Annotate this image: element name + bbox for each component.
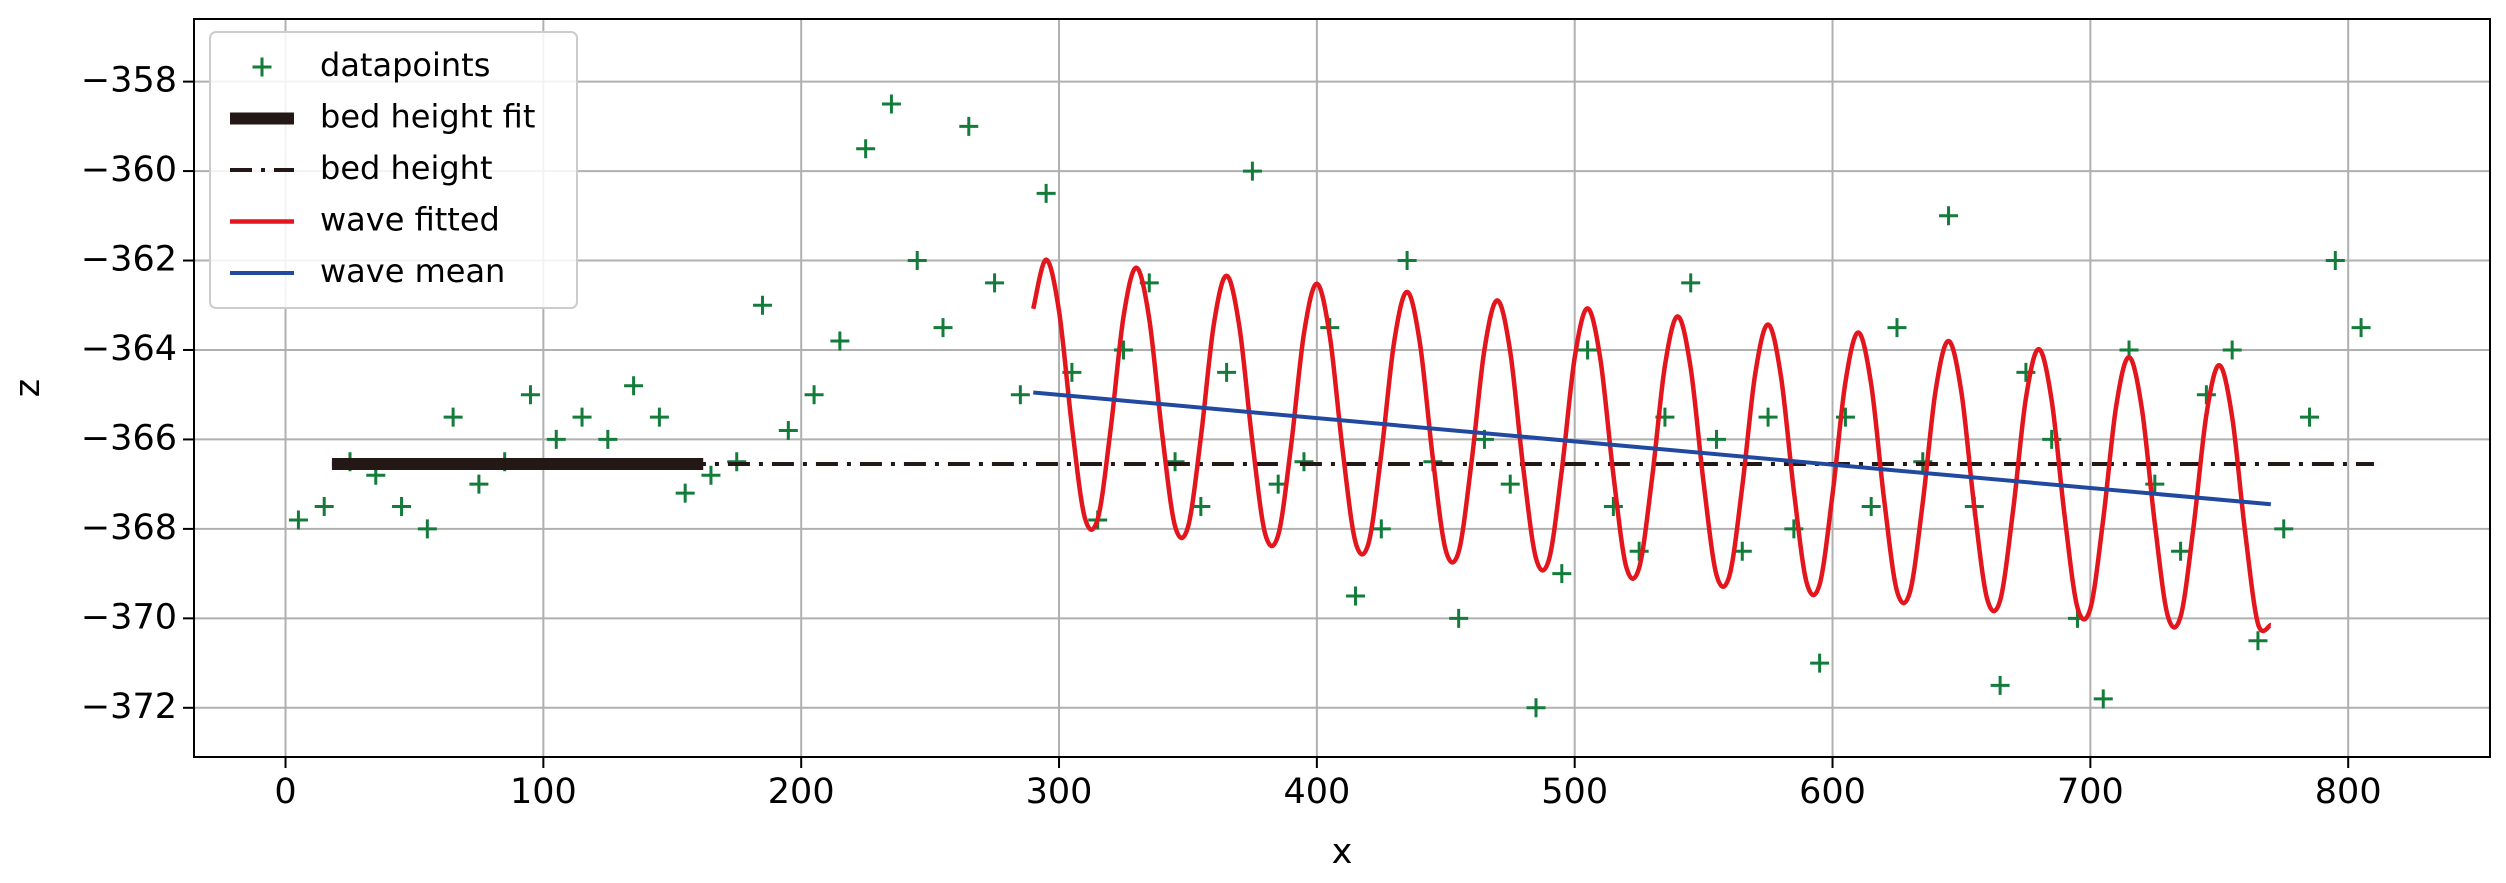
datapoint — [2093, 689, 2113, 709]
y-tick-label: −366 — [81, 418, 177, 458]
datapoint — [1939, 206, 1959, 226]
axes-frame — [193, 18, 2491, 758]
x-tick-label: 400 — [1283, 772, 1350, 812]
y-tick-label: −362 — [81, 240, 177, 280]
datapoint — [1707, 429, 1726, 449]
ticks: 0 100 200 300 400 500 600 700 800 −358 −360 −362 −36… — [81, 61, 2382, 812]
datapoint — [985, 273, 1005, 293]
datapoint — [959, 116, 979, 136]
datapoint — [2325, 251, 2345, 271]
y-tick-label: −364 — [81, 329, 177, 369]
datapoint — [520, 385, 540, 405]
datapoint — [1010, 385, 1030, 405]
legend-label: datapoints — [320, 46, 490, 84]
datapoint — [1526, 698, 1546, 718]
y-tick-label: −370 — [81, 597, 177, 637]
datapoint — [701, 465, 721, 485]
x-tick-label: 600 — [1799, 772, 1866, 812]
datapoint — [1036, 183, 1056, 203]
datapoint — [2300, 407, 2320, 427]
x-tick-label: 700 — [2057, 772, 2124, 812]
datapoint — [417, 519, 437, 539]
datapoint — [2248, 631, 2268, 651]
y-axis-label: z — [8, 379, 48, 397]
x-tick-label: 100 — [510, 772, 577, 812]
datapoint — [881, 94, 901, 114]
legend-label: wave mean — [320, 252, 505, 290]
datapoint — [830, 331, 850, 351]
datapoint — [2351, 318, 2371, 338]
datapoint — [1603, 497, 1623, 517]
x-tick-label: 0 — [274, 772, 296, 812]
datapoint — [1990, 675, 2010, 695]
legend-label: wave fitted — [320, 201, 500, 239]
y-tick-label: −358 — [81, 61, 177, 101]
x-tick-label: 800 — [2315, 772, 2382, 812]
y-tick-label: −368 — [81, 508, 177, 548]
datapoint — [1346, 586, 1366, 606]
legend-marker — [252, 57, 272, 77]
datapoint — [2222, 340, 2242, 360]
x-tick-label: 300 — [1026, 772, 1093, 812]
datapoint — [1758, 407, 1778, 427]
x-tick-label: 500 — [1541, 772, 1608, 812]
datapoint — [1217, 362, 1237, 382]
datapoint — [572, 407, 592, 427]
y-tick-label: −372 — [81, 687, 177, 727]
datapoint — [288, 510, 308, 530]
datapoint — [546, 429, 566, 449]
datapoint — [907, 251, 927, 271]
series-line — [1031, 257, 2272, 634]
x-tick-label: 200 — [768, 772, 835, 812]
datapoint — [2274, 519, 2294, 539]
datapoint — [1165, 452, 1185, 472]
datapoint — [856, 139, 876, 159]
datapoint — [469, 474, 489, 494]
x-axis-label: x — [1332, 832, 1353, 872]
datapoint — [2196, 385, 2216, 405]
datapoint — [624, 376, 644, 396]
y-tick-label: −360 — [81, 150, 177, 190]
datapoint — [804, 385, 824, 405]
datapoint — [2171, 541, 2191, 561]
legend-box — [209, 31, 578, 309]
datapoint — [778, 420, 798, 440]
datapoint — [1294, 452, 1314, 472]
legend: datapoints bed height fit bed height wave f… — [209, 31, 578, 309]
datapoint — [1887, 318, 1907, 338]
datapoint — [1449, 608, 1469, 628]
datapoint — [598, 429, 618, 449]
legend-label: bed height fit — [320, 98, 535, 136]
plot-area — [288, 94, 2374, 718]
datapoint — [1578, 340, 1598, 360]
datapoint — [1552, 564, 1572, 584]
datapoint — [1681, 273, 1701, 293]
datapoint — [727, 452, 747, 472]
datapoint — [933, 318, 953, 338]
datapoint — [1861, 497, 1881, 517]
datapoint — [649, 407, 669, 427]
datapoint — [314, 497, 334, 517]
datapoint — [1191, 497, 1211, 517]
datapoint — [1371, 519, 1391, 539]
datapoint — [675, 483, 695, 503]
datapoint — [1242, 161, 1262, 181]
datapoint — [1500, 474, 1520, 494]
datapoint — [1810, 653, 1830, 673]
series-line — [1033, 390, 2272, 507]
datapoint — [1397, 251, 1417, 271]
datapoint — [753, 295, 773, 315]
datapoint — [392, 497, 412, 517]
datapoint — [443, 407, 463, 427]
legend-label: bed height — [320, 149, 492, 187]
